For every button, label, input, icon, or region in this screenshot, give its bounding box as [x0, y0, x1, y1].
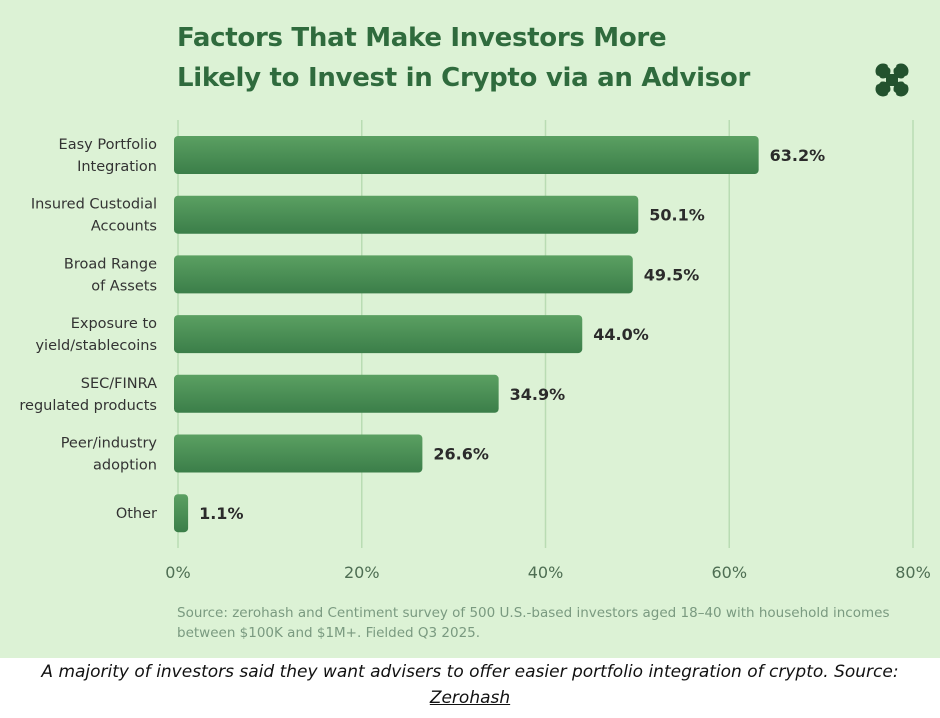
chart-card: Factors That Make Investors More Likely …	[0, 0, 940, 658]
value-label: 26.6%	[433, 445, 489, 464]
x-tick-label: 80%	[895, 563, 931, 582]
caption-text: A majority of investors said they want a…	[41, 662, 899, 682]
value-label: 34.9%	[510, 385, 566, 404]
value-label: 49.5%	[644, 265, 700, 284]
bars	[174, 136, 759, 533]
category-label: Exposure to yield/stablecoins	[35, 316, 157, 354]
bar-chart: 0% 20% 40% 60% 80% 63.2% Easy Portfolio Integra…	[19, 120, 931, 582]
bar	[174, 315, 583, 354]
chart-title-line-1: Factors That Make Investors More	[177, 23, 667, 53]
labels: 0% 20% 40% 60% 80% 63.2% Easy Portfolio Integra…	[19, 137, 930, 582]
value-label: 63.2%	[770, 146, 826, 165]
value-label: 1.1%	[199, 504, 243, 523]
value-label: 50.1%	[649, 206, 705, 225]
chart-title: Factors That Make Investors More Likely …	[177, 18, 797, 98]
x-tick-label: 40%	[528, 563, 564, 582]
value-label: 44.0%	[593, 325, 649, 344]
source-link[interactable]: Zerohash	[429, 688, 511, 708]
bar	[174, 374, 499, 413]
category-label: SEC/FINRA regulated products	[19, 376, 157, 414]
bar	[174, 195, 639, 234]
bar	[174, 494, 189, 533]
chart-title-line-2: Likely to Invest in Crypto via an Adviso…	[177, 63, 750, 93]
bar	[174, 434, 423, 473]
category-label: Other	[116, 506, 157, 522]
category-label: Peer/industry adoption	[61, 436, 158, 474]
x-tick-label: 60%	[711, 563, 747, 582]
x-tick-label: 0%	[165, 563, 190, 582]
zerohash-logo-icon	[874, 62, 910, 98]
category-label: Easy Portfolio Integration	[59, 137, 158, 175]
x-tick-label: 20%	[344, 563, 380, 582]
image-caption: A majority of investors said they want a…	[0, 659, 940, 711]
category-label: Insured Custodial Accounts	[31, 197, 157, 235]
source-note: Source: zerohash and Centiment survey of…	[177, 605, 890, 641]
bar	[174, 136, 759, 174]
bar	[174, 255, 633, 294]
category-label: Broad Range of Assets	[64, 256, 157, 294]
